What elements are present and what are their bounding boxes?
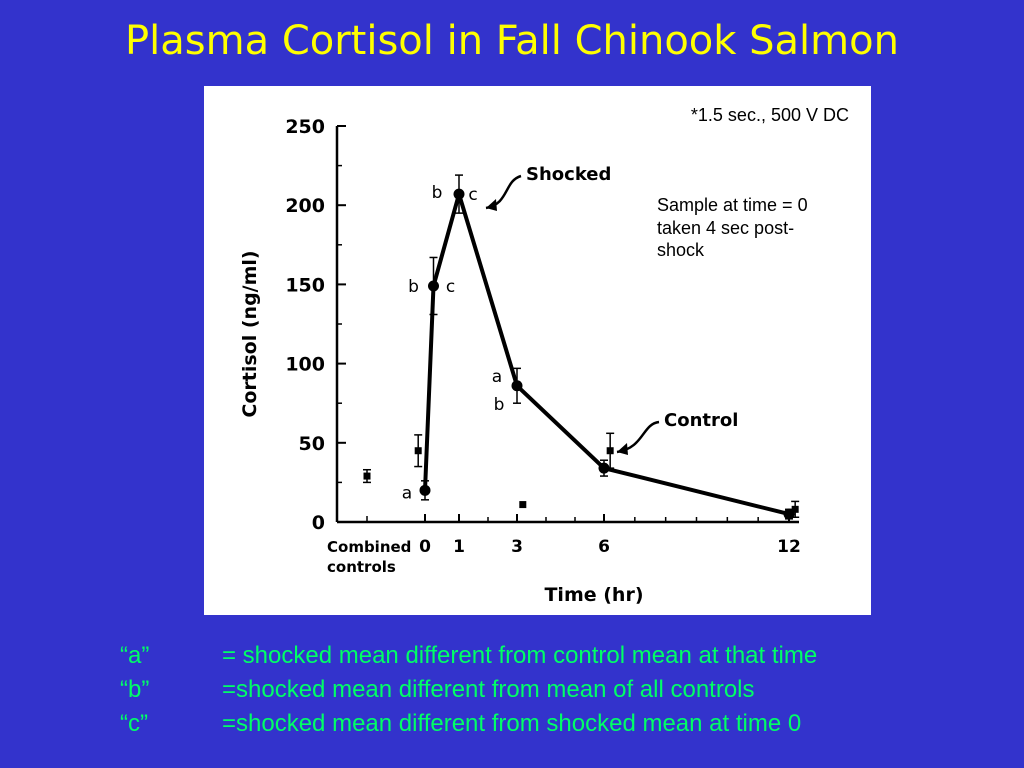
sample-note-line-3: shock	[657, 240, 705, 260]
significance-label-a: a	[402, 483, 412, 503]
x-tick-label: 3	[511, 537, 523, 557]
shocked-point	[428, 280, 439, 292]
control-point	[519, 501, 527, 509]
slide-title: Plasma Cortisol in Fall Chinook Salmon	[125, 18, 899, 64]
control-point	[414, 447, 422, 455]
y-tick-label: 50	[299, 433, 325, 455]
x-tick-label: 1	[453, 537, 465, 557]
legend-key: “a”	[120, 642, 150, 669]
y-axis-title: Cortisol (ng/ml)	[239, 250, 261, 417]
shocked-point	[453, 188, 465, 200]
control-point	[791, 505, 799, 513]
y-tick-label: 250	[285, 116, 325, 138]
combined-controls-label-line1: Combined	[327, 538, 411, 556]
shocked-callout-label: Shocked	[526, 164, 611, 185]
shock-params-note: *1.5 sec., 500 V DC	[690, 105, 849, 125]
x-tick-label: 12	[777, 537, 801, 557]
legend-description: =shocked mean different from shocked mea…	[222, 710, 802, 737]
shocked-callout-arrowhead	[486, 199, 497, 211]
y-tick-label: 0	[312, 512, 325, 534]
significance-label-c: c	[446, 277, 455, 297]
legend-key: “b”	[120, 676, 150, 703]
significance-label-c: c	[468, 185, 477, 205]
significance-label-b: b	[408, 277, 419, 297]
shocked-point	[598, 462, 610, 474]
x-tick-label: 6	[598, 537, 610, 557]
combined-controls-point	[363, 472, 371, 480]
legend-key: “c”	[120, 710, 148, 737]
y-tick-label: 200	[285, 195, 325, 217]
sample-note-line-2: taken 4 sec post-	[657, 217, 795, 238]
significance-label-b: b	[432, 183, 443, 203]
shocked-series-line	[423, 192, 790, 517]
x-tick-label: 0	[419, 537, 431, 557]
y-tick-label: 150	[285, 274, 325, 296]
shocked-point	[511, 380, 523, 392]
combined-controls-label-line2: controls	[327, 558, 396, 576]
x-axis-title: Time (hr)	[544, 584, 643, 606]
control-callout-label: Control	[664, 410, 738, 431]
sample-time-note: Sample at time = 0 taken 4 sec post- sho…	[657, 194, 857, 262]
control-point	[606, 447, 614, 455]
legend-description: = shocked mean different from control me…	[222, 642, 818, 669]
significance-label-a: a	[492, 367, 502, 387]
sample-note-line-1: Sample at time = 0	[657, 195, 808, 215]
shocked-point	[419, 484, 431, 496]
control-callout-arrowhead	[617, 443, 628, 455]
legend-description: =shocked mean different from mean of all…	[222, 676, 755, 703]
significance-label-b: b	[494, 395, 505, 415]
shocked-callout-arrow	[485, 174, 522, 210]
cortisol-chart: 0 50 100 150 200 250 0 1 3 6 12 Combined controls Tim…	[239, 116, 801, 606]
figure-panel: 0 50 100 150 200 250 0 1 3 6 12 Combined controls Tim…	[204, 86, 871, 615]
y-tick-label: 100	[285, 354, 325, 376]
